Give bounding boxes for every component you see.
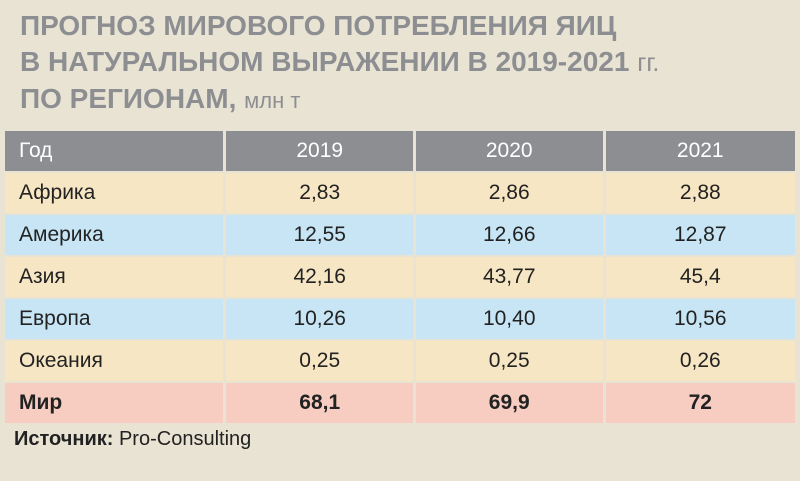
data-table: Год 2019 2020 2021 Африка 2,83 2,86 2,88… xyxy=(5,131,795,425)
title-line-1: ПРОГНОЗ МИРОВОГО ПОТРЕБЛЕНИЯ ЯИЦ xyxy=(20,10,617,41)
chart-title: ПРОГНОЗ МИРОВОГО ПОТРЕБЛЕНИЯ ЯИЦ В НАТУР… xyxy=(20,8,659,119)
row-label: Америка xyxy=(5,215,224,255)
table-cell: 2,86 xyxy=(415,173,603,213)
table-cell: 2,88 xyxy=(605,173,795,213)
table-cell: 0,25 xyxy=(226,341,413,381)
source-label: Источник: xyxy=(14,428,114,450)
row-label: Мир xyxy=(5,383,224,423)
table-cell: 12,87 xyxy=(605,215,795,255)
row-label: Океания xyxy=(5,341,224,381)
table-cell: 43,77 xyxy=(415,257,603,297)
table-cell: 72 xyxy=(605,383,795,423)
source-text: Pro-Consulting xyxy=(118,428,252,450)
row-label: Африка xyxy=(5,173,224,213)
table-cell: 45,4 xyxy=(605,257,795,297)
row-label: Азия xyxy=(5,257,224,297)
table-cell: 0,26 xyxy=(605,341,795,381)
table-cell: 10,56 xyxy=(605,299,795,339)
table-cell: 12,66 xyxy=(415,215,603,255)
table-cell: 10,40 xyxy=(415,299,603,339)
header-cell-2020: 2020 xyxy=(415,131,603,171)
table-cell: 0,25 xyxy=(415,341,603,381)
table-cell: 68,1 xyxy=(226,383,413,423)
title-line-2: В НАТУРАЛЬНОМ ВЫРАЖЕНИИ В 2019-2021 гг. xyxy=(20,44,659,81)
title-line-2-bold: В НАТУРАЛЬНОМ ВЫРАЖЕНИИ В 2019-2021 xyxy=(20,46,630,77)
table-cell: 2,83 xyxy=(226,173,413,213)
table-row-world-total: Мир 68,1 69,9 72 xyxy=(5,383,795,423)
title-line-2-unit: гг. xyxy=(637,49,660,77)
table-cell: 12,55 xyxy=(226,215,413,255)
table-row-europe: Европа 10,26 10,40 10,56 xyxy=(5,299,795,339)
table-cell: 69,9 xyxy=(415,383,603,423)
header-cell-2021: 2021 xyxy=(605,131,795,171)
table-row-america: Америка 12,55 12,66 12,87 xyxy=(5,215,795,255)
title-line-3-unit: млн т xyxy=(244,88,301,113)
table-header-row: Год 2019 2020 2021 xyxy=(5,131,795,171)
row-label: Европа xyxy=(5,299,224,339)
header-cell-2019: 2019 xyxy=(226,131,413,171)
header-cell-year: Год xyxy=(5,131,224,171)
table-row-asia: Азия 42,16 43,77 45,4 xyxy=(5,257,795,297)
title-line-3-bold: ПО РЕГИОНАМ, xyxy=(20,83,237,114)
table-cell: 42,16 xyxy=(226,257,413,297)
table-row-oceania: Океания 0,25 0,25 0,26 xyxy=(5,341,795,381)
source-note: Источник: Pro-Consulting xyxy=(14,428,251,451)
table-cell: 10,26 xyxy=(226,299,413,339)
table-row-africa: Африка 2,83 2,86 2,88 xyxy=(5,173,795,213)
title-line-3: ПО РЕГИОНАМ, млн т xyxy=(20,81,659,119)
